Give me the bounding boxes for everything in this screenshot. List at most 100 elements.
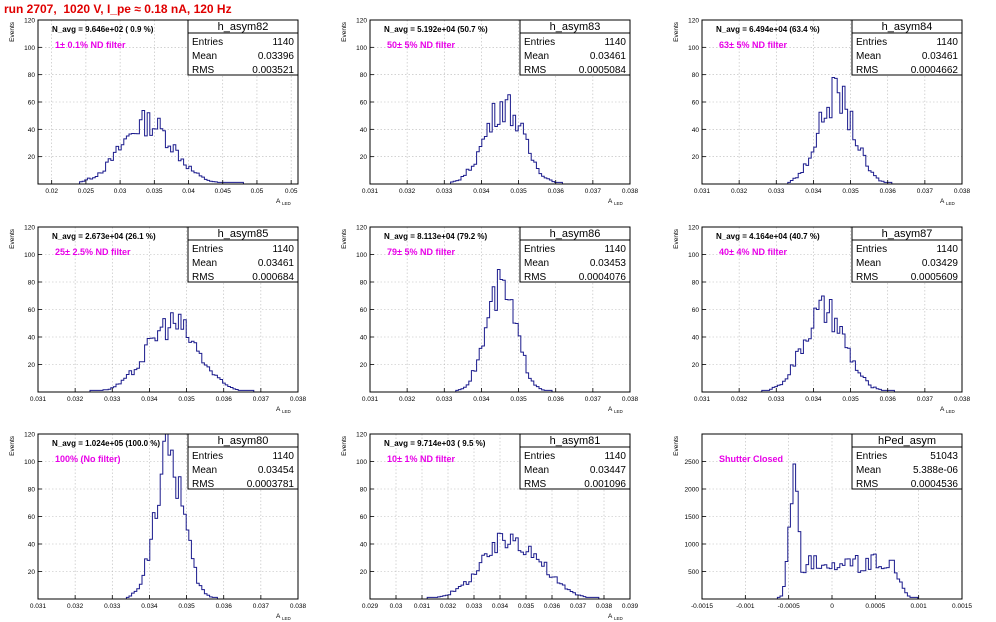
y-tick-label: 60 [28, 307, 36, 314]
stats-value: 0.0005609 [911, 272, 959, 283]
x-tick-label: 0.034 [141, 396, 158, 403]
navg-label: N_avg = 2.673e+04 (26.1 %) [52, 232, 156, 241]
y-tick-label: 2000 [685, 487, 700, 494]
stats-label: Entries [192, 37, 223, 48]
navg-label: N_avg = 9.714e+03 ( 9.5 %) [384, 439, 486, 448]
stats-value: 5.388e-06 [913, 465, 958, 476]
x-tick-label: 0.037 [917, 396, 934, 403]
x-tick-label: 0.033 [104, 603, 121, 610]
x-tick-label: 0.033 [768, 188, 785, 195]
histogram-series [370, 532, 630, 600]
x-axis-title: A [276, 406, 281, 413]
x-tick-label: 0.039 [622, 603, 639, 610]
x-tick-label: 0.035 [146, 188, 163, 195]
filter-note: 50± 5% ND filter [387, 40, 455, 50]
histogram-title: h_asym80 [218, 435, 269, 447]
x-tick-label: 0.038 [290, 396, 307, 403]
x-tick-label: 0.036 [548, 396, 565, 403]
y-tick-label: 20 [28, 154, 36, 161]
histogram-title: h_asym83 [550, 21, 601, 33]
y-tick-label: 40 [28, 127, 36, 134]
histogram-title: h_asym81 [550, 435, 601, 447]
histogram-panel-hPed_asym: -0.0015 -0.001 -0.0005 0 0.0005 0.001 0.0015 50… [673, 433, 972, 610]
histogram-title: h_asym82 [218, 21, 269, 33]
y-tick-label: 80 [360, 280, 368, 287]
navg-label: N_avg = 5.192e+04 (50.7 %) [384, 25, 488, 34]
stats-label: Mean [524, 258, 549, 269]
x-tick-label: 0.035 [518, 603, 535, 610]
y-tick-label: 80 [28, 487, 36, 494]
y-tick-label: 120 [24, 18, 35, 25]
x-tick-label: 0.032 [731, 396, 748, 403]
x-tick-label: 0.037 [585, 188, 602, 195]
stats-label: Entries [524, 244, 555, 255]
y-tick-label: 20 [360, 154, 368, 161]
x-tick-label: 0.025 [78, 188, 95, 195]
y-tick-label: 100 [24, 459, 35, 466]
page-title: run 2707, 1020 V, I_pe ≈ 0.18 nA, 120 Hz [4, 2, 232, 16]
stats-box [851, 19, 963, 76]
stats-value: 0.003521 [252, 65, 294, 76]
y-tick-label: 80 [360, 487, 368, 494]
stats-value: 1140 [272, 451, 294, 462]
y-axis-title: Events [673, 21, 680, 42]
navg-label: N_avg = 6.494e+04 (63.4 %) [716, 25, 820, 34]
x-tick-label: 0.031 [30, 603, 47, 610]
x-tick-label: 0.034 [141, 603, 158, 610]
y-tick-label: 40 [28, 335, 36, 342]
stats-label: Entries [856, 244, 887, 255]
y-tick-label: 60 [692, 307, 700, 314]
x-tick-label: 0.033 [104, 396, 121, 403]
x-tick-label: 0.02 [45, 188, 58, 195]
x-axis-title: A [940, 198, 945, 205]
x-axis-subscript: LED [614, 409, 624, 414]
x-tick-label: 0.033 [768, 396, 785, 403]
x-axis-title: A [608, 198, 613, 205]
x-tick-label: 0.032 [67, 396, 84, 403]
x-axis-title: A [940, 406, 945, 413]
x-tick-label: 0.036 [216, 603, 233, 610]
x-axis-title: A [276, 613, 281, 620]
x-tick-label: 0.038 [622, 188, 639, 195]
stats-value: 1140 [604, 451, 626, 462]
x-tick-label: 0.035 [510, 396, 527, 403]
y-axis-title: Events [673, 435, 680, 456]
y-tick-label: 1500 [685, 514, 700, 521]
x-tick-label: 0.037 [253, 396, 270, 403]
x-tick-label: 0.036 [544, 603, 561, 610]
x-tick-label: 0.0005 [865, 603, 885, 610]
filter-note: 79± 5% ND filter [387, 247, 455, 257]
filter-note: 63± 5% ND filter [719, 40, 787, 50]
filter-note: 10± 1% ND filter [387, 454, 455, 464]
stats-label: RMS [524, 272, 547, 283]
stats-label: RMS [524, 479, 547, 490]
x-axis-subscript: LED [282, 616, 292, 621]
y-tick-label: 40 [360, 127, 368, 134]
x-tick-label: 0.037 [570, 603, 587, 610]
stats-value: 1140 [272, 37, 294, 48]
y-tick-label: 120 [24, 432, 35, 439]
stats-label: Mean [856, 51, 881, 62]
y-tick-label: 40 [692, 127, 700, 134]
stats-label: Entries [524, 37, 555, 48]
x-tick-label: 0.001 [911, 603, 928, 610]
y-tick-label: 60 [360, 100, 368, 107]
stats-box [519, 433, 631, 490]
y-tick-label: 100 [24, 252, 35, 259]
y-axis-title: Events [341, 228, 348, 249]
x-tick-label: 0.03 [114, 188, 127, 195]
y-tick-label: 80 [360, 72, 368, 79]
x-axis-title: A [608, 406, 613, 413]
stats-value: 0.0004076 [579, 272, 627, 283]
stats-value: 1140 [936, 37, 958, 48]
stats-value: 1140 [604, 244, 626, 255]
y-axis-title: Events [9, 228, 16, 249]
stats-label: Mean [192, 465, 217, 476]
histogram-title: h_asym87 [882, 228, 933, 240]
stats-value: 0.001096 [584, 479, 626, 490]
x-tick-label: 0.032 [731, 188, 748, 195]
y-tick-label: 120 [24, 225, 35, 232]
histogram-series [38, 110, 298, 185]
histogram-title: h_asym86 [550, 228, 601, 240]
stats-label: Entries [856, 451, 887, 462]
